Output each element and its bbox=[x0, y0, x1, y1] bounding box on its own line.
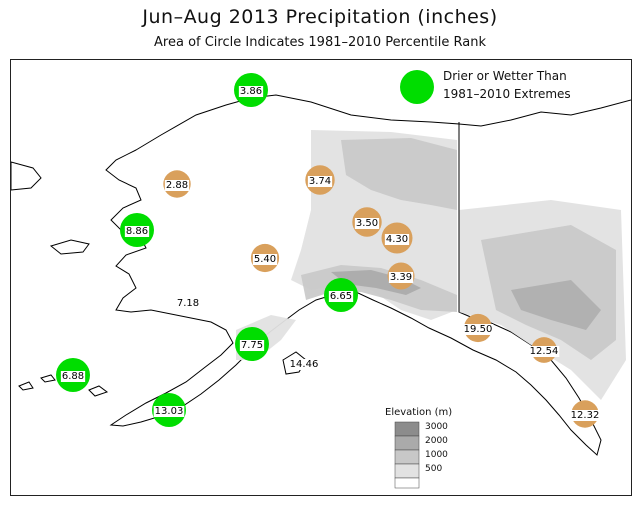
station-label-background bbox=[462, 324, 494, 335]
station-value-label: 7.75 bbox=[241, 340, 263, 351]
station-marker: 3.74 bbox=[305, 165, 335, 195]
elevation-legend: Elevation (m) 3000 2000 1000 500 bbox=[385, 407, 452, 489]
station-label-background bbox=[528, 346, 560, 357]
station-marker: 4.30 bbox=[381, 222, 413, 254]
elevation-swatch-0 bbox=[394, 477, 420, 489]
station-label-background bbox=[384, 234, 410, 245]
map-subtitle: Area of Circle Indicates 1981–2010 Perce… bbox=[154, 35, 486, 50]
station-marker: 6.88 bbox=[56, 358, 90, 392]
station-label-background bbox=[328, 291, 354, 302]
station-marker: 12.54 bbox=[528, 337, 560, 363]
alaska-map: 3.86 2.88 3.74 8.86 3.50 4.30 5.40 3.39 6.65 7.18… bbox=[11, 69, 631, 489]
elevation-swatch-500 bbox=[394, 463, 420, 479]
station-value-label: 4.30 bbox=[386, 234, 408, 245]
station-marker: 3.86 bbox=[234, 73, 268, 107]
station-label-background bbox=[569, 410, 601, 421]
extremes-legend-line1: Drier or Wetter Than bbox=[443, 69, 567, 83]
station-label-background bbox=[238, 86, 264, 97]
station-marker: 19.50 bbox=[462, 313, 494, 343]
station-label-background bbox=[164, 180, 190, 191]
station-marker: 3.39 bbox=[387, 262, 415, 290]
station-value-label: 3.39 bbox=[390, 272, 412, 283]
st-lawrence-island bbox=[49, 239, 90, 255]
station-value-label: 3.74 bbox=[309, 176, 331, 187]
elevation-level-2000: 2000 bbox=[425, 436, 448, 446]
station-marker: 5.40 bbox=[250, 243, 280, 273]
station-value-label: 13.03 bbox=[155, 406, 184, 417]
station-value-label: 12.32 bbox=[571, 410, 600, 421]
station-label-background bbox=[175, 298, 201, 309]
station-label-background bbox=[124, 226, 150, 237]
station-value-label: 3.50 bbox=[356, 218, 378, 229]
map-frame: 3.86 2.88 3.74 8.86 3.50 4.30 5.40 3.39 6.65 7.18… bbox=[10, 59, 632, 496]
station-marker: 14.46 bbox=[288, 359, 320, 370]
station-label-background bbox=[252, 254, 278, 265]
stations-layer: 3.86 2.88 3.74 8.86 3.50 4.30 5.40 3.39 6.65 7.18… bbox=[56, 73, 601, 428]
station-label-background bbox=[153, 406, 185, 417]
station-value-label: 8.86 bbox=[126, 226, 148, 237]
station-label-background bbox=[239, 340, 265, 351]
station-value-label: 2.88 bbox=[166, 180, 188, 191]
extremes-legend: Drier or Wetter Than 1981–2010 Extremes bbox=[400, 69, 571, 104]
station-label-background bbox=[60, 371, 86, 382]
elevation-swatch-3000 bbox=[394, 421, 420, 437]
elevation-level-500: 500 bbox=[425, 464, 442, 474]
station-value-label: 19.50 bbox=[464, 324, 493, 335]
station-marker: 13.03 bbox=[152, 393, 186, 427]
station-marker: 7.75 bbox=[235, 327, 269, 361]
elevation-level-1000: 1000 bbox=[425, 450, 448, 460]
station-value-label: 6.88 bbox=[62, 371, 84, 382]
station-value-label: 7.18 bbox=[177, 298, 199, 309]
station-marker: 6.65 bbox=[324, 278, 358, 312]
station-value-label: 3.86 bbox=[240, 86, 262, 97]
station-label-background bbox=[288, 359, 320, 370]
elevation-level-3000: 3000 bbox=[425, 422, 448, 432]
station-value-label: 6.65 bbox=[330, 291, 352, 302]
station-value-label: 12.54 bbox=[530, 346, 559, 357]
station-marker: 12.32 bbox=[569, 400, 601, 428]
station-marker: 7.18 bbox=[175, 298, 201, 309]
station-value-label: 14.46 bbox=[290, 359, 319, 370]
extremes-legend-line2: 1981–2010 Extremes bbox=[443, 87, 571, 101]
russia-coastline bbox=[11, 161, 42, 191]
station-marker: 2.88 bbox=[163, 170, 191, 198]
map-title: Jun–Aug 2013 Precipitation (inches) bbox=[142, 6, 498, 28]
elevation-swatch-2000 bbox=[394, 435, 420, 451]
elevation-swatch-1000 bbox=[394, 449, 420, 465]
elevation-legend-title: Elevation (m) bbox=[385, 407, 452, 418]
station-value-label: 5.40 bbox=[254, 254, 276, 265]
station-marker: 3.50 bbox=[352, 207, 382, 237]
station-marker: 8.86 bbox=[120, 213, 154, 247]
station-label-background bbox=[354, 218, 380, 229]
station-label-background bbox=[307, 176, 333, 187]
station-label-background bbox=[388, 272, 414, 283]
canada-coastline bbox=[458, 99, 631, 127]
extremes-legend-swatch bbox=[400, 70, 434, 104]
